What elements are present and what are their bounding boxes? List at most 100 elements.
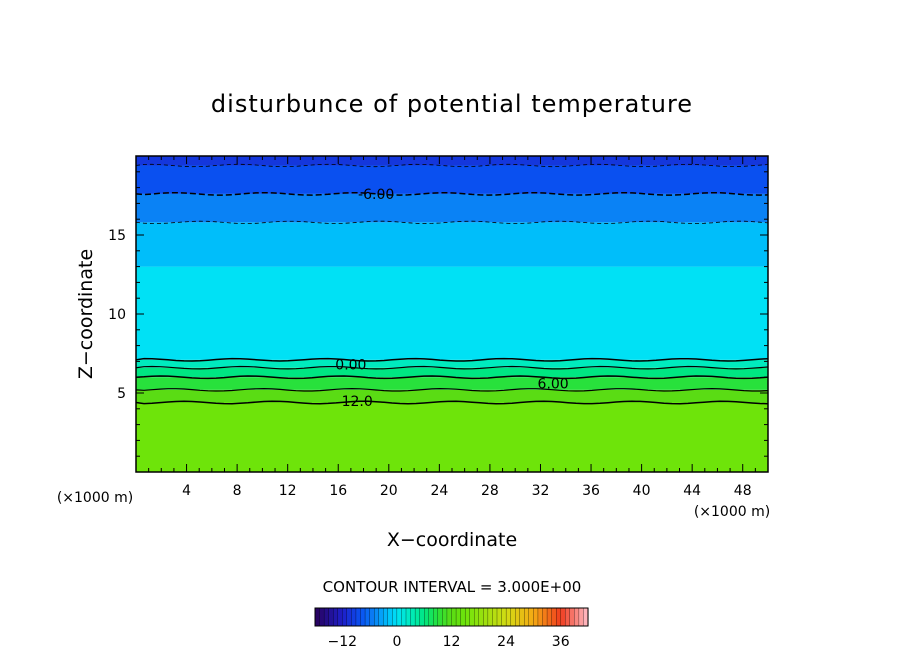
colorbar-cell (369, 607, 375, 627)
colorbar-cell (519, 607, 525, 627)
contour-line (135, 375, 769, 380)
field-band (136, 156, 768, 166)
colorbar-cell (346, 607, 352, 627)
colorbar-cell (565, 607, 571, 627)
colorbar-cell (556, 607, 562, 627)
contour-line (135, 365, 769, 370)
colorbar-cell (355, 607, 362, 627)
colorbar-cell (505, 607, 512, 627)
contour-label: 6.00 (538, 377, 569, 393)
x-tick-label: 12 (279, 483, 297, 499)
x-tick-label: 8 (233, 483, 242, 499)
colorbar-cell (342, 607, 348, 627)
colorbar-cell (396, 607, 402, 627)
colorbar-cell (464, 607, 471, 627)
colorbar-cell (314, 607, 321, 627)
colorbar-ticks: −12 0 12 24 36 (328, 634, 570, 650)
colorbar-cell (483, 607, 489, 627)
x-tick-label: 20 (380, 483, 398, 499)
colorbar-cell (378, 607, 384, 627)
x-unit-right: (×1000 m) (694, 504, 770, 520)
field-band (136, 222, 768, 267)
colorbar-cell (510, 607, 516, 627)
x-axis-ticks: 4 8 12 16 20 24 28 32 36 40 44 48 (148, 156, 756, 499)
colorbar-tick-label: 12 (443, 634, 461, 650)
colorbar-cell (373, 607, 380, 627)
colorbar-cell (337, 607, 343, 627)
temperature-field (136, 156, 768, 472)
colorbar-cell (419, 607, 425, 627)
colorbar-cell (524, 607, 530, 627)
colorbar-cell (496, 607, 503, 627)
contour-label: 12.0 (342, 394, 373, 410)
colorbar-cell (442, 607, 448, 627)
colorbar-cell (492, 607, 498, 627)
x-tick-label: 16 (329, 483, 347, 499)
colorbar-cell (364, 607, 371, 627)
field-band (136, 389, 768, 403)
x-tick-label: 24 (430, 483, 448, 499)
contour-line (135, 220, 769, 225)
colorbar-cell (542, 607, 548, 627)
colorbar (314, 607, 589, 627)
colorbar-cell (446, 607, 453, 627)
colorbar-cell (487, 607, 493, 627)
x-tick-label: 28 (481, 483, 499, 499)
colorbar-cell (501, 607, 507, 627)
x-tick-label: 4 (182, 483, 191, 499)
colorbar-cell (451, 607, 457, 627)
colorbar-cell (360, 607, 366, 627)
colorbar-cell (351, 607, 357, 627)
y-tick-label: 15 (108, 228, 126, 244)
contour-line (135, 191, 769, 196)
x-tick-label: 40 (633, 483, 651, 499)
colorbar-cell (383, 607, 389, 627)
y-tick-label: 5 (117, 386, 126, 402)
colorbar-cell (333, 607, 339, 627)
colorbar-cell (410, 607, 416, 627)
y-tick-label: 10 (108, 307, 126, 323)
colorbar-cell (455, 607, 462, 627)
colorbar-cell (469, 607, 475, 627)
colorbar-cell (560, 607, 566, 627)
colorbar-cell (551, 607, 557, 627)
colorbar-cell (569, 607, 575, 627)
colorbar-cell (460, 607, 466, 627)
colorbar-cell (323, 607, 330, 627)
contour-label: -6.00 (358, 187, 394, 203)
field-band (136, 402, 768, 472)
field-band (136, 359, 768, 368)
contour-labels: -6.00 0.00 6.00 12.0 (335, 187, 569, 410)
contour-line (135, 357, 769, 362)
colorbar-cell (574, 607, 580, 627)
field-band (136, 193, 768, 223)
x-axis-label: X−coordinate (387, 529, 517, 551)
colorbar-cell (578, 607, 585, 627)
colorbar-cell (387, 607, 393, 627)
field-band (136, 377, 768, 390)
x-tick-label: 36 (582, 483, 600, 499)
x-tick-label: 32 (532, 483, 550, 499)
colorbar-cell (433, 607, 439, 627)
colorbar-cell (528, 607, 534, 627)
contour-label: 0.00 (335, 358, 366, 374)
chart-title: disturbunce of potential temperature (211, 90, 693, 118)
contour-line (135, 163, 769, 168)
colorbar-tick-label: 0 (392, 634, 401, 650)
colorbar-cell (537, 607, 544, 627)
colorbar-cell (533, 607, 539, 627)
colorbar-cell (478, 607, 484, 627)
contour-lines (135, 163, 769, 405)
x-unit-left: (×1000 m) (57, 490, 133, 506)
contour-interval-text: CONTOUR INTERVAL = 3.000E+00 (323, 578, 582, 596)
colorbar-cell (424, 607, 430, 627)
colorbar-cell (319, 607, 325, 627)
field-band (136, 165, 768, 194)
colorbar-cell (515, 607, 521, 627)
colorbar-cell (328, 607, 334, 627)
colorbar-cell (474, 607, 480, 627)
colorbar-cell (546, 607, 553, 627)
colorbar-cell (414, 607, 421, 627)
colorbar-cell (405, 607, 412, 627)
